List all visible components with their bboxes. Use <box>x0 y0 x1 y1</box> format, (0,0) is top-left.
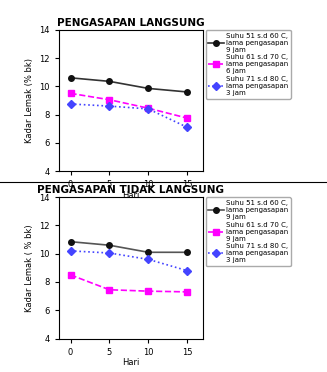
Y-axis label: Kadar Lemak (% bk): Kadar Lemak (% bk) <box>25 58 34 143</box>
Title: PENGASAPAN LANGSUNG: PENGASAPAN LANGSUNG <box>57 17 205 28</box>
Y-axis label: Kadar Lemak ( % bk): Kadar Lemak ( % bk) <box>25 224 34 312</box>
X-axis label: Hari: Hari <box>122 358 140 367</box>
Legend: Suhu 51 s.d 60 C,
lama pengasapan
9 jam, Suhu 61 s.d 70 C,
lama pengasapan
6 jam: Suhu 51 s.d 60 C, lama pengasapan 9 jam,… <box>206 30 291 99</box>
Legend: Suhu 51 s.d 60 C,
lama pengasapan
9 jam, Suhu 61 s.d 70 C,
lama pengasapan
9 jam: Suhu 51 s.d 60 C, lama pengasapan 9 jam,… <box>206 197 291 266</box>
Title: PENGASAPAN TIDAK LANGSUNG: PENGASAPAN TIDAK LANGSUNG <box>37 185 224 195</box>
X-axis label: Hari: Hari <box>122 190 140 199</box>
